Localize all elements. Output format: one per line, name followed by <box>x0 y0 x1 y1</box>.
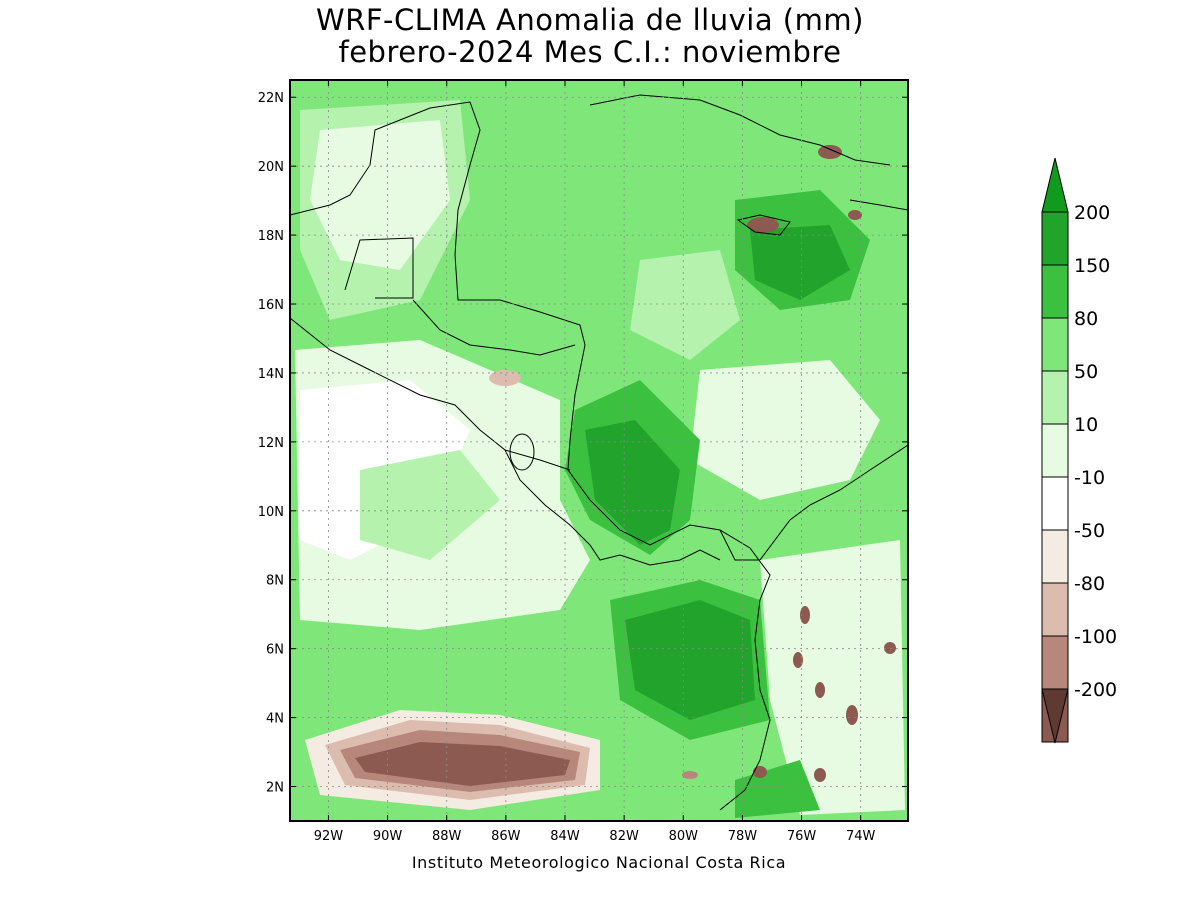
coastline-jamaica <box>736 214 791 236</box>
colorbar-level <box>1041 635 1069 690</box>
field-andes-dry-3 <box>815 682 825 698</box>
colorbar-level <box>1041 529 1069 584</box>
field-pale-yucatan <box>310 120 450 270</box>
lat-tick-label: 22N <box>258 91 284 106</box>
colorbar-label: 80 <box>1074 308 1098 330</box>
longitude-labels: 92W 90W 88W 86W 84W 82W 80W 78W 76W 74W <box>314 829 876 844</box>
lat-tick-label: 16N <box>258 298 284 313</box>
lat-tick-label: 12N <box>258 436 284 451</box>
lon-tick-label: 74W <box>846 829 876 844</box>
lon-tick-label: 80W <box>669 829 699 844</box>
lon-tick-label: 92W <box>314 829 344 844</box>
border-central-america <box>412 299 576 356</box>
map-subtitle: febrero-2024 Mes C.I.: noviembre <box>338 35 842 69</box>
colorbar-label: 150 <box>1074 255 1110 277</box>
lon-tick-label: 82W <box>609 829 639 844</box>
lat-tick-label: 4N <box>266 712 284 727</box>
field-pale-colombia <box>760 540 905 815</box>
colorbar-level <box>1041 317 1069 372</box>
field-itcz-dry-core <box>355 742 570 786</box>
colorbar-labels: 200 150 80 50 10 -10 -50 -80 -100 -200 <box>1074 202 1117 701</box>
map-gridlines <box>290 80 908 821</box>
lake-nicaragua <box>509 433 535 471</box>
colorbar-level <box>1041 476 1069 531</box>
border-mexico-guatemala <box>344 237 414 299</box>
lat-tick-label: 8N <box>266 574 284 589</box>
field-andes-dry-4 <box>846 705 858 725</box>
field-jamaica-dry <box>747 217 779 233</box>
colorbar-level <box>1041 264 1069 319</box>
colorbar-bottom-arrow <box>1041 688 1069 744</box>
coastline-pacific <box>290 317 721 566</box>
colorbar-label: 200 <box>1074 202 1110 224</box>
lon-tick-label: 86W <box>491 829 521 844</box>
border-nicaragua-costa-rica <box>504 449 571 471</box>
lon-tick-label: 76W <box>787 829 817 844</box>
field-andes-dry-5 <box>814 768 826 782</box>
coastline-cuba <box>589 94 891 166</box>
border-panama-colombia <box>719 529 760 561</box>
field-cuba-dry <box>818 145 842 159</box>
field-light-caribbean <box>630 250 740 360</box>
colorbar-level <box>1041 211 1069 266</box>
coastline-hispaniola <box>849 199 908 211</box>
colorbar-level <box>1041 370 1069 425</box>
latitude-labels: 22N 20N 18N 16N 14N 12N 10N 8N 6N 4N 2N <box>258 91 284 795</box>
colorbar-label: -200 <box>1074 679 1117 701</box>
credit-text: Instituto Meteorologico Nacional Costa R… <box>411 853 787 872</box>
lat-tick-label: 18N <box>258 229 284 244</box>
field-jamaica-core <box>750 225 850 300</box>
colorbar-top-arrow <box>1041 157 1069 213</box>
field-andes-dry-7 <box>884 642 896 654</box>
colorbar-level <box>1041 582 1069 637</box>
field-haiti-dry <box>848 210 862 220</box>
lat-tick-label: 10N <box>258 505 284 520</box>
lat-tick-label: 14N <box>258 367 284 382</box>
colorbar-label: 50 <box>1074 361 1098 383</box>
colorbar-level <box>1041 423 1069 478</box>
map-title: WRF-CLIMA Anomalia de lluvia (mm) <box>316 3 864 37</box>
colorbar-label: -50 <box>1074 520 1105 542</box>
colorbar-label: -100 <box>1074 626 1117 648</box>
precipitation-field <box>290 80 908 821</box>
lon-tick-label: 88W <box>432 829 462 844</box>
field-andes-dry-2 <box>793 652 803 668</box>
colorbar-levels <box>1041 211 1069 743</box>
field-nicaragua-core <box>585 420 680 545</box>
field-andes-dry-1 <box>800 606 810 624</box>
colorbar-label: -80 <box>1074 573 1105 595</box>
lat-tick-label: 6N <box>266 643 284 658</box>
map-frame <box>289 79 909 822</box>
colorbar-label: 10 <box>1074 414 1098 436</box>
lon-tick-label: 90W <box>373 829 403 844</box>
field-panama-bight-core <box>625 600 755 720</box>
coastline-colombia-north <box>759 444 908 561</box>
coastline-mainland <box>290 101 771 811</box>
field-light-pacific <box>360 450 500 560</box>
colorbar-label: -10 <box>1074 467 1105 489</box>
field-andes-dry-6 <box>753 766 767 778</box>
lat-tick-label: 20N <box>258 160 284 175</box>
field-pacific-dry <box>682 771 698 779</box>
coastlines <box>290 94 908 811</box>
colorbar-legend: 200 150 80 50 10 -10 -50 -80 -100 -200 <box>1041 157 1117 744</box>
lat-tick-label: 2N <box>266 781 284 796</box>
field-pale-caribbean <box>690 360 880 500</box>
lon-tick-label: 78W <box>728 829 758 844</box>
field-honduras-dry <box>489 370 521 386</box>
lon-tick-label: 84W <box>550 829 580 844</box>
